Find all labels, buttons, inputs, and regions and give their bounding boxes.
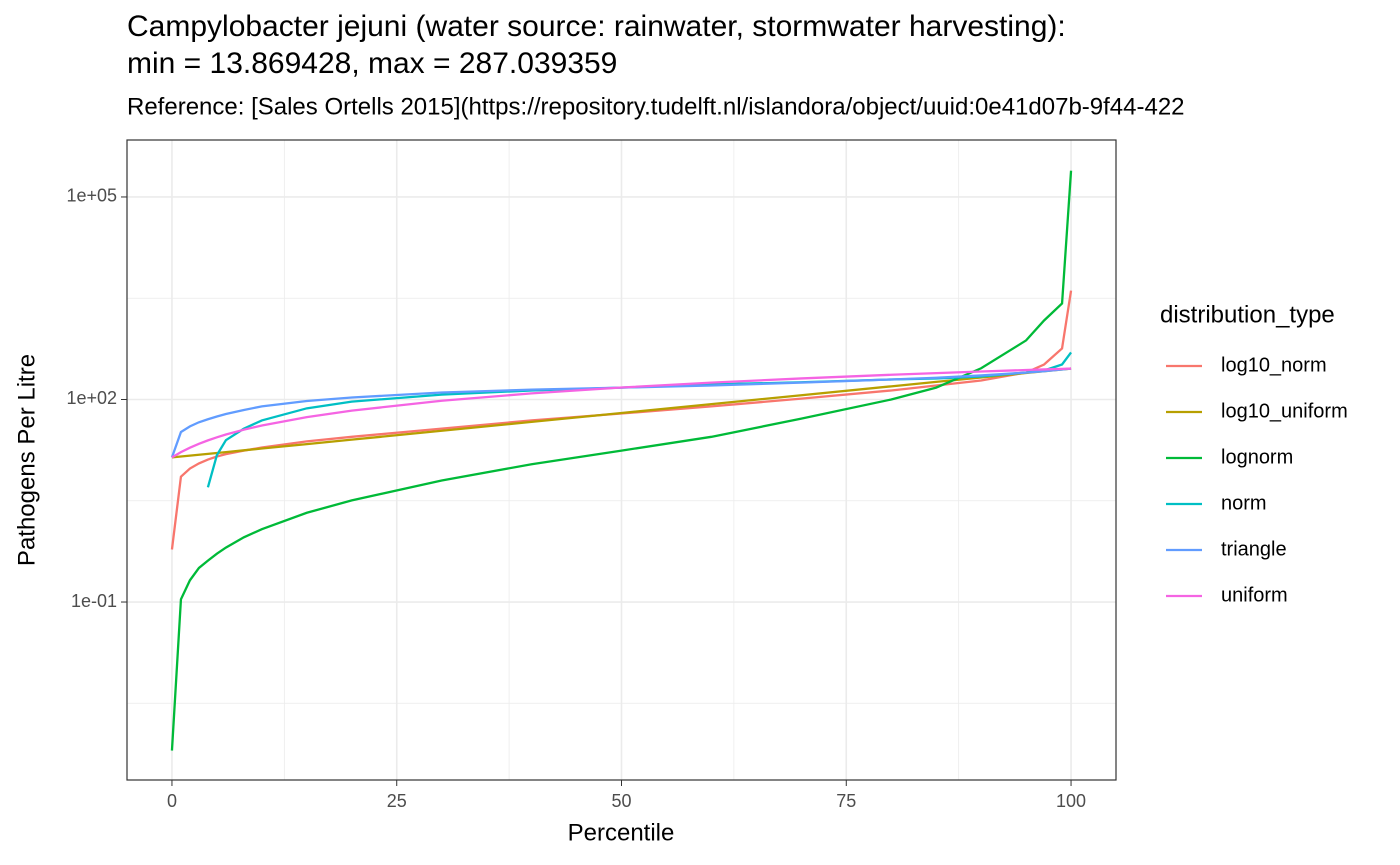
legend-label: triangle bbox=[1221, 538, 1287, 560]
x-tick-label: 75 bbox=[836, 791, 856, 811]
legend-label: lognorm bbox=[1221, 446, 1293, 468]
series-line bbox=[170, 367, 1072, 458]
chart-title: min = 13.869428, max = 287.039359 bbox=[127, 47, 617, 80]
x-tick-label: 100 bbox=[1056, 791, 1086, 811]
legend-label: log10_uniform bbox=[1221, 400, 1348, 422]
chart-title: Campylobacter jejuni (water source: rain… bbox=[127, 10, 1066, 43]
legend-title: distribution_type bbox=[1160, 301, 1335, 328]
x-axis-title: Percentile bbox=[568, 819, 675, 846]
y-tick-label: 1e+05 bbox=[66, 186, 117, 206]
x-tick-label: 50 bbox=[611, 791, 631, 811]
chart-subtitle: Reference: [Sales Ortells 2015](https://… bbox=[127, 93, 1185, 120]
series-line bbox=[170, 290, 1073, 550]
legend-label: log10_norm bbox=[1221, 354, 1327, 376]
legend-label: norm bbox=[1221, 492, 1267, 514]
x-tick-label: 0 bbox=[167, 791, 177, 811]
y-axis-title: Pathogens Per Litre bbox=[13, 354, 40, 566]
y-tick-label: 1e-01 bbox=[71, 591, 117, 611]
plot-border bbox=[126, 139, 1117, 781]
series-line bbox=[170, 170, 1073, 751]
x-tick-label: 25 bbox=[387, 791, 407, 811]
y-tick-label: 1e+02 bbox=[66, 388, 117, 408]
legend-label: uniform bbox=[1221, 584, 1288, 606]
series-line bbox=[171, 367, 1072, 459]
